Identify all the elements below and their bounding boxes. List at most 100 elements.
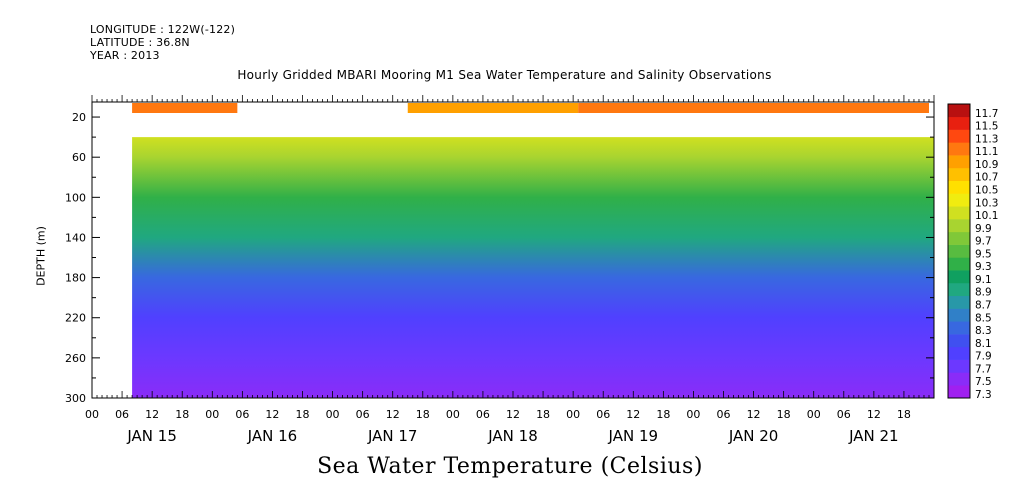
colorbar-label: 11.5 (975, 121, 998, 133)
x-hour-label: 18 (656, 408, 670, 421)
x-hour-label: 00 (446, 408, 460, 421)
x-hour-label: 00 (807, 408, 821, 421)
colorbar-swatch (948, 206, 970, 220)
colorbar-label: 10.9 (975, 159, 998, 171)
colorbar-label: 11.7 (975, 108, 998, 120)
colorbar-label: 7.3 (975, 389, 992, 401)
colorbar-label: 8.7 (975, 300, 992, 312)
x-hour-label: 18 (536, 408, 550, 421)
x-hour-label: 06 (717, 408, 731, 421)
x-hour-label: 12 (145, 408, 159, 421)
x-hour-label: 18 (897, 408, 911, 421)
colorbar-label: 8.1 (975, 338, 992, 350)
x-day-label: JAN 21 (848, 427, 899, 445)
x-hour-label: 18 (175, 408, 189, 421)
x-hour-label: 18 (416, 408, 430, 421)
latitude-label: LATITUDE : 36.8N (90, 36, 190, 49)
colorbar-label: 9.5 (975, 248, 992, 260)
plot-area (132, 103, 935, 398)
colorbar-label: 9.7 (975, 236, 992, 248)
x-hour-label: 06 (476, 408, 490, 421)
axes: 20 60 100 140 180 220 260 300 00 06 12 18 00 06 12 18 00… (65, 95, 935, 445)
y-tick-label: 20 (72, 111, 86, 124)
y-tick-label: 100 (65, 191, 86, 204)
colorbar-label: 10.7 (975, 172, 998, 184)
colorbar-swatch (948, 167, 970, 181)
colorbar-swatch (948, 257, 970, 271)
colorbar-swatch (948, 116, 970, 130)
colorbar-swatch (948, 244, 970, 258)
x-day-label: JAN 17 (367, 427, 418, 445)
y-tick-label: 140 (65, 231, 86, 244)
x-axis-label: Sea Water Temperature (Celsius) (317, 454, 703, 479)
x-hour-label: 06 (356, 408, 370, 421)
colorbar-swatch (948, 193, 970, 207)
surface-segment-1 (132, 103, 238, 113)
colorbar-swatch (948, 308, 970, 322)
colorbar-frame (947, 103, 971, 399)
x-day-label: JAN 18 (487, 427, 538, 445)
colorbar-swatch (948, 346, 970, 360)
longitude-label: LONGITUDE : 122W(-122) (90, 23, 236, 36)
colorbar-label: 7.5 (975, 376, 992, 388)
colorbar-label: 10.1 (975, 210, 998, 222)
colorbar-swatch (948, 180, 970, 194)
x-hour-label: 06 (837, 408, 851, 421)
y-tick-label: 60 (72, 151, 86, 164)
colorbar-label: 11.1 (975, 146, 998, 158)
x-hour-label: 06 (115, 408, 129, 421)
colorbar-label: 9.3 (975, 261, 992, 273)
colorbar-label: 7.9 (975, 351, 992, 363)
colorbar-swatch (948, 282, 970, 297)
colorbar-label: 9.9 (975, 223, 992, 235)
temperature-field (132, 137, 935, 398)
x-day-label: JAN 20 (728, 427, 779, 445)
colorbar-swatch (948, 270, 970, 284)
x-hour-label: 00 (566, 408, 580, 421)
x-hour-label: 18 (296, 408, 310, 421)
x-hour-label: 06 (596, 408, 610, 421)
colorbar-swatch (948, 359, 970, 373)
x-hour-label: 00 (326, 408, 340, 421)
x-day-label: JAN 15 (126, 427, 177, 445)
colorbar-label: 9.1 (975, 274, 992, 286)
surface-segment-3 (578, 103, 929, 113)
x-hour-label: 06 (235, 408, 249, 421)
colorbar-label: 8.3 (975, 325, 992, 337)
x-day-label: JAN 16 (247, 427, 298, 445)
chart-title: Hourly Gridded MBARI Mooring M1 Sea Wate… (237, 68, 772, 82)
colorbar-swatch (948, 155, 970, 169)
y-tick-label: 220 (65, 312, 86, 325)
x-hour-label: 00 (85, 408, 99, 421)
colorbar-label: 7.7 (975, 363, 992, 375)
surface-segment-2 (407, 103, 579, 113)
colorbar-label: 8.5 (975, 312, 992, 324)
y-tick-label: 300 (65, 392, 86, 405)
x-hour-label: 12 (626, 408, 640, 421)
colorbar-swatch (948, 321, 970, 335)
x-hour-label: 18 (777, 408, 791, 421)
x-day-label: JAN 19 (608, 427, 659, 445)
colorbar-label: 8.9 (975, 287, 992, 299)
x-hour-label: 12 (506, 408, 520, 421)
x-hour-label: 12 (386, 408, 400, 421)
y-tick-label: 260 (65, 352, 86, 365)
x-hour-label: 12 (747, 408, 761, 421)
x-hour-label: 12 (265, 408, 279, 421)
colorbar-swatch (948, 385, 970, 399)
colorbar-swatch (948, 104, 970, 118)
colorbar-label: 10.5 (975, 184, 998, 196)
x-hour-label: 12 (867, 408, 881, 421)
colorbar-swatch (948, 295, 970, 309)
colorbar-swatch (948, 231, 970, 245)
colorbar-swatch (948, 219, 970, 233)
colorbar: 7.37.57.77.98.18.38.58.78.99.19.39.59.79… (947, 103, 998, 401)
x-hour-label: 00 (686, 408, 700, 421)
y-tick-label: 180 (65, 272, 86, 285)
colorbar-swatch (948, 129, 970, 143)
colorbar-label: 11.3 (975, 133, 998, 145)
colorbar-swatch (948, 142, 970, 156)
colorbar-swatch (948, 334, 970, 348)
colorbar-label: 10.3 (975, 197, 998, 209)
